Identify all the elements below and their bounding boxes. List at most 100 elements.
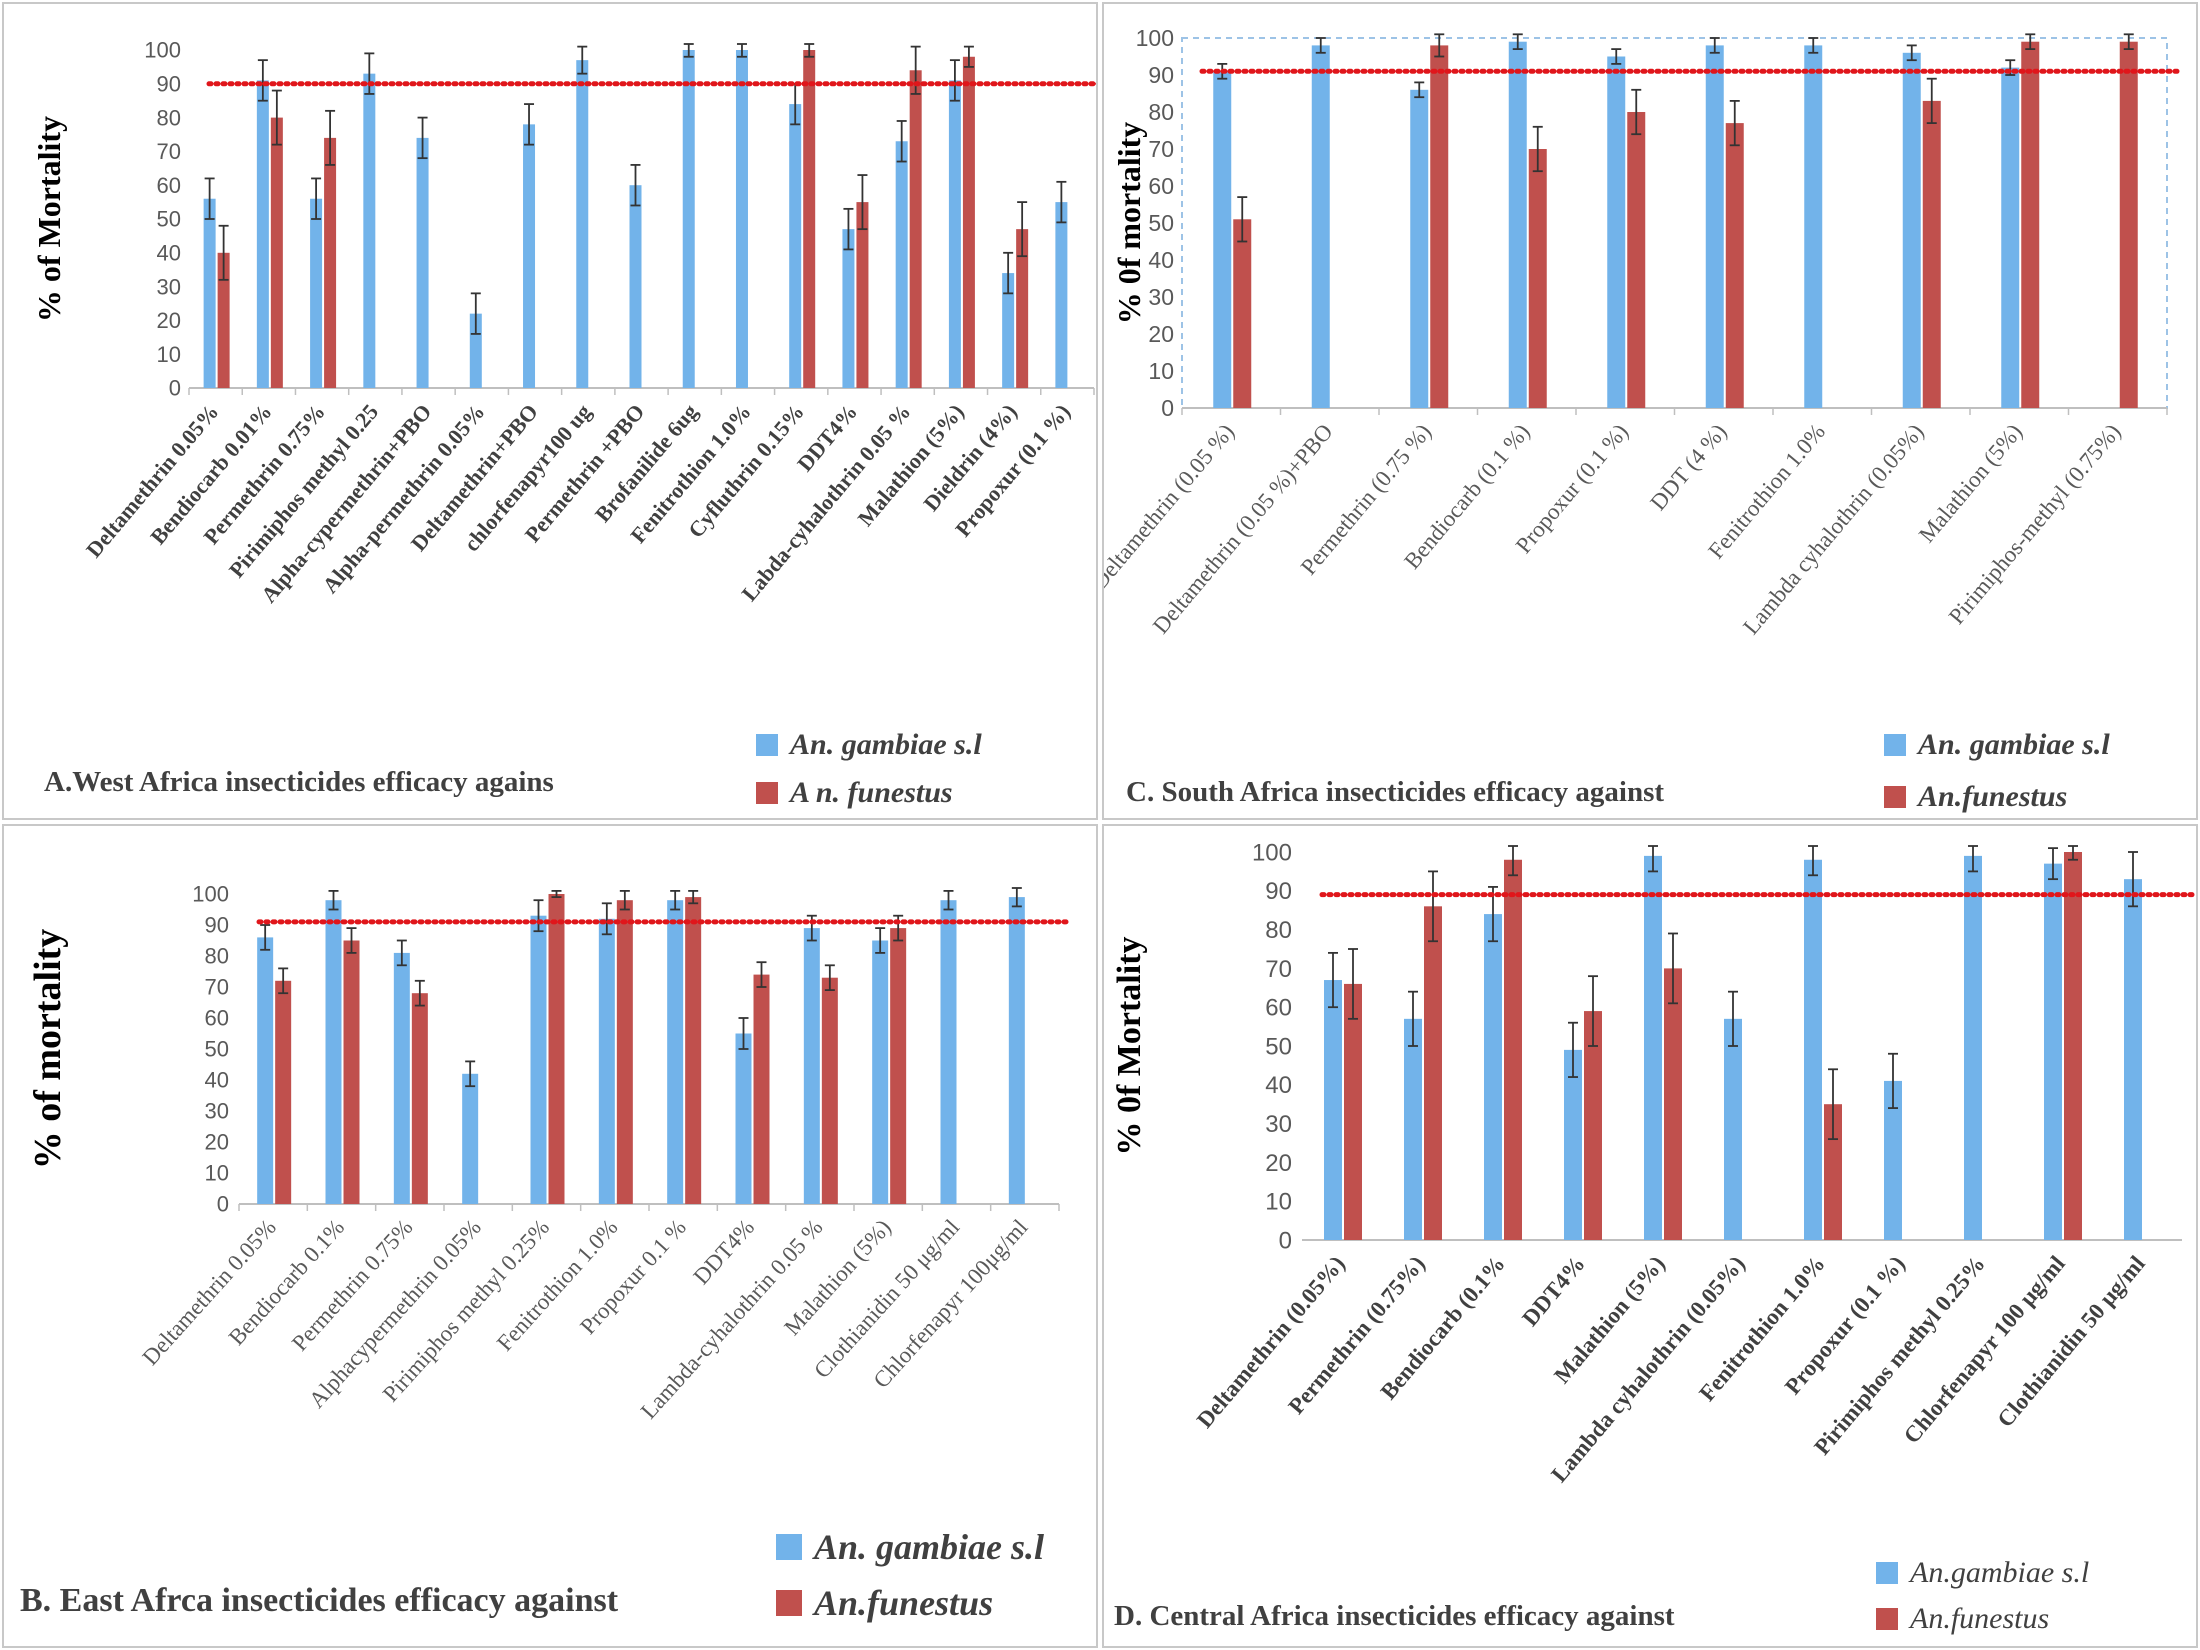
bar-funestus <box>856 202 869 388</box>
y-tick-label: 100 <box>144 38 181 63</box>
legend-c-funestus: An.funestus <box>1884 780 2067 814</box>
bar-gambiae <box>257 937 274 1204</box>
x-tick-label: Bendiocarb 0.1% <box>224 1215 349 1350</box>
y-tick-label: 50 <box>1148 210 1174 236</box>
y-axis-title: % 0f mortality <box>1111 122 1147 325</box>
caption-a: A.West Africa insecticides efficacy agai… <box>44 766 554 798</box>
bar-gambiae <box>895 141 908 388</box>
legend-b-funestus-swatch <box>776 1590 802 1616</box>
bar-funestus <box>1016 229 1029 388</box>
y-axis-title: % of mortality <box>27 929 69 1170</box>
y-tick-label: 10 <box>205 1161 229 1186</box>
bar-funestus <box>343 940 360 1204</box>
bar-gambiae <box>789 104 802 388</box>
y-tick-label: 30 <box>205 1099 229 1124</box>
panel-b-east-africa: 0 10 20 30 40 50 60 70 80 90 100 Deltamethrin 0.05%… <box>2 824 1098 1648</box>
y-tick-label: 80 <box>157 105 181 130</box>
y-tick-label: 60 <box>157 173 181 198</box>
bar-gambiae <box>1008 897 1025 1204</box>
bar-gambiae <box>598 918 615 1204</box>
bar-gambiae <box>1508 41 1527 408</box>
y-tick-label: 0 <box>1279 1227 1292 1254</box>
caption-b: B. East Afrca insecticides efficacy agai… <box>20 1582 619 1619</box>
bar-gambiae <box>1902 52 1921 409</box>
bar-gambiae <box>629 185 642 388</box>
bar-funestus <box>803 50 816 388</box>
y-tick-label: 20 <box>157 308 181 333</box>
bar-gambiae <box>948 80 961 389</box>
bar-gambiae <box>1002 273 1015 388</box>
bar-funestus <box>411 993 428 1204</box>
bar-gambiae <box>667 900 684 1204</box>
bar-funestus <box>821 977 838 1204</box>
y-tick-label: 30 <box>1148 284 1174 310</box>
bar-funestus <box>1627 112 1646 408</box>
bar-gambiae <box>842 229 855 388</box>
x-tick-label: Permethrin 0.75% <box>287 1215 418 1356</box>
bar-funestus <box>2119 41 2138 408</box>
bar-funestus <box>1664 968 1682 1240</box>
legend-d-gambiae-swatch <box>1876 1562 1898 1584</box>
legend-a-gambiae-label: An. gambiae s.l <box>790 728 982 761</box>
y-tick-label: 80 <box>1265 917 1292 944</box>
x-tick-label: Deltamethrin (0.05%) <box>1192 1251 1350 1432</box>
y-tick-label: 30 <box>157 274 181 299</box>
bar-gambiae <box>682 50 695 388</box>
x-tick-label: Deltamethrin 0.05% <box>138 1215 281 1370</box>
bar-funestus <box>1344 983 1362 1240</box>
legend-d-funestus-label: An.funestus <box>1910 1602 2050 1635</box>
x-tick-label: DDT4% <box>688 1215 759 1290</box>
y-tick-label: 60 <box>1265 995 1292 1022</box>
y-tick-label: 90 <box>157 72 181 97</box>
bar-funestus <box>1824 1104 1842 1240</box>
bar-funestus <box>1424 906 1442 1240</box>
y-tick-label: 70 <box>1148 136 1174 162</box>
y-tick-label: 10 <box>157 342 181 367</box>
y-tick-label: 40 <box>1148 247 1174 273</box>
bar-gambiae <box>1055 202 1068 388</box>
bar-gambiae <box>1724 1018 1742 1240</box>
y-tick-label: 20 <box>1265 1150 1292 1177</box>
panel-c-south-africa: 0 10 20 30 40 50 60 70 80 90 100 Deltamethrin (0.05… <box>1102 2 2198 820</box>
bar-funestus <box>890 928 907 1204</box>
bar-gambiae <box>530 915 547 1204</box>
bar-gambiae <box>1964 855 1982 1240</box>
y-tick-label: 90 <box>205 913 229 938</box>
x-tick-label: Chlorfenapyr 100 μg/ml <box>1899 1251 2070 1448</box>
legend-c-funestus-label: An.funestus <box>1918 780 2068 813</box>
y-tick-label: 70 <box>1265 956 1292 983</box>
x-tick-label: Clothianidin 50 μg/ml <box>1992 1251 2149 1432</box>
y-tick-label: 0 <box>217 1192 229 1217</box>
y-tick-label: 40 <box>157 241 181 266</box>
y-tick-label: 90 <box>1148 62 1174 88</box>
chart-d-svg: 0 10 20 30 40 50 60 70 80 90 100 Deltamethrin (0.05… <box>1111 839 2195 1487</box>
bar-funestus <box>909 70 922 388</box>
bar-funestus <box>2021 41 2040 408</box>
legend-a-gambiae-swatch <box>756 734 778 756</box>
bar-gambiae <box>1564 1049 1582 1240</box>
y-tick-label: 70 <box>157 139 181 164</box>
bar-funestus <box>1584 1011 1602 1240</box>
y-tick-label: 0 <box>1161 395 1174 421</box>
y-axis-title: % of Mortality <box>31 116 67 322</box>
bar-funestus <box>270 117 283 388</box>
bar-funestus <box>1233 219 1252 408</box>
bar-gambiae <box>1324 980 1342 1240</box>
legend-b-gambiae-label: An. gambiae s.l <box>814 1527 1045 1567</box>
bar-funestus <box>962 56 975 388</box>
legend-a-gambiae: An. gambiae s.l <box>756 728 982 762</box>
bar-gambiae <box>256 80 269 389</box>
x-tick-label: Permethrin (0.75%) <box>1283 1251 1429 1419</box>
bar-gambiae <box>1311 45 1330 409</box>
bar-gambiae <box>872 940 889 1204</box>
y-axis-title: % 0f Mortality <box>1111 936 1148 1155</box>
bar-funestus <box>2064 852 2082 1240</box>
bar-gambiae <box>1410 89 1429 409</box>
bar-gambiae <box>1607 56 1626 408</box>
bar-gambiae <box>735 1033 752 1204</box>
legend-d-funestus-swatch <box>1876 1608 1898 1630</box>
plot-area-border <box>1181 37 2168 409</box>
panel-d-central-africa: 0 10 20 30 40 50 60 70 80 90 100 Deltamethrin (0.05… <box>1102 824 2198 1648</box>
bar-funestus <box>1528 149 1547 408</box>
